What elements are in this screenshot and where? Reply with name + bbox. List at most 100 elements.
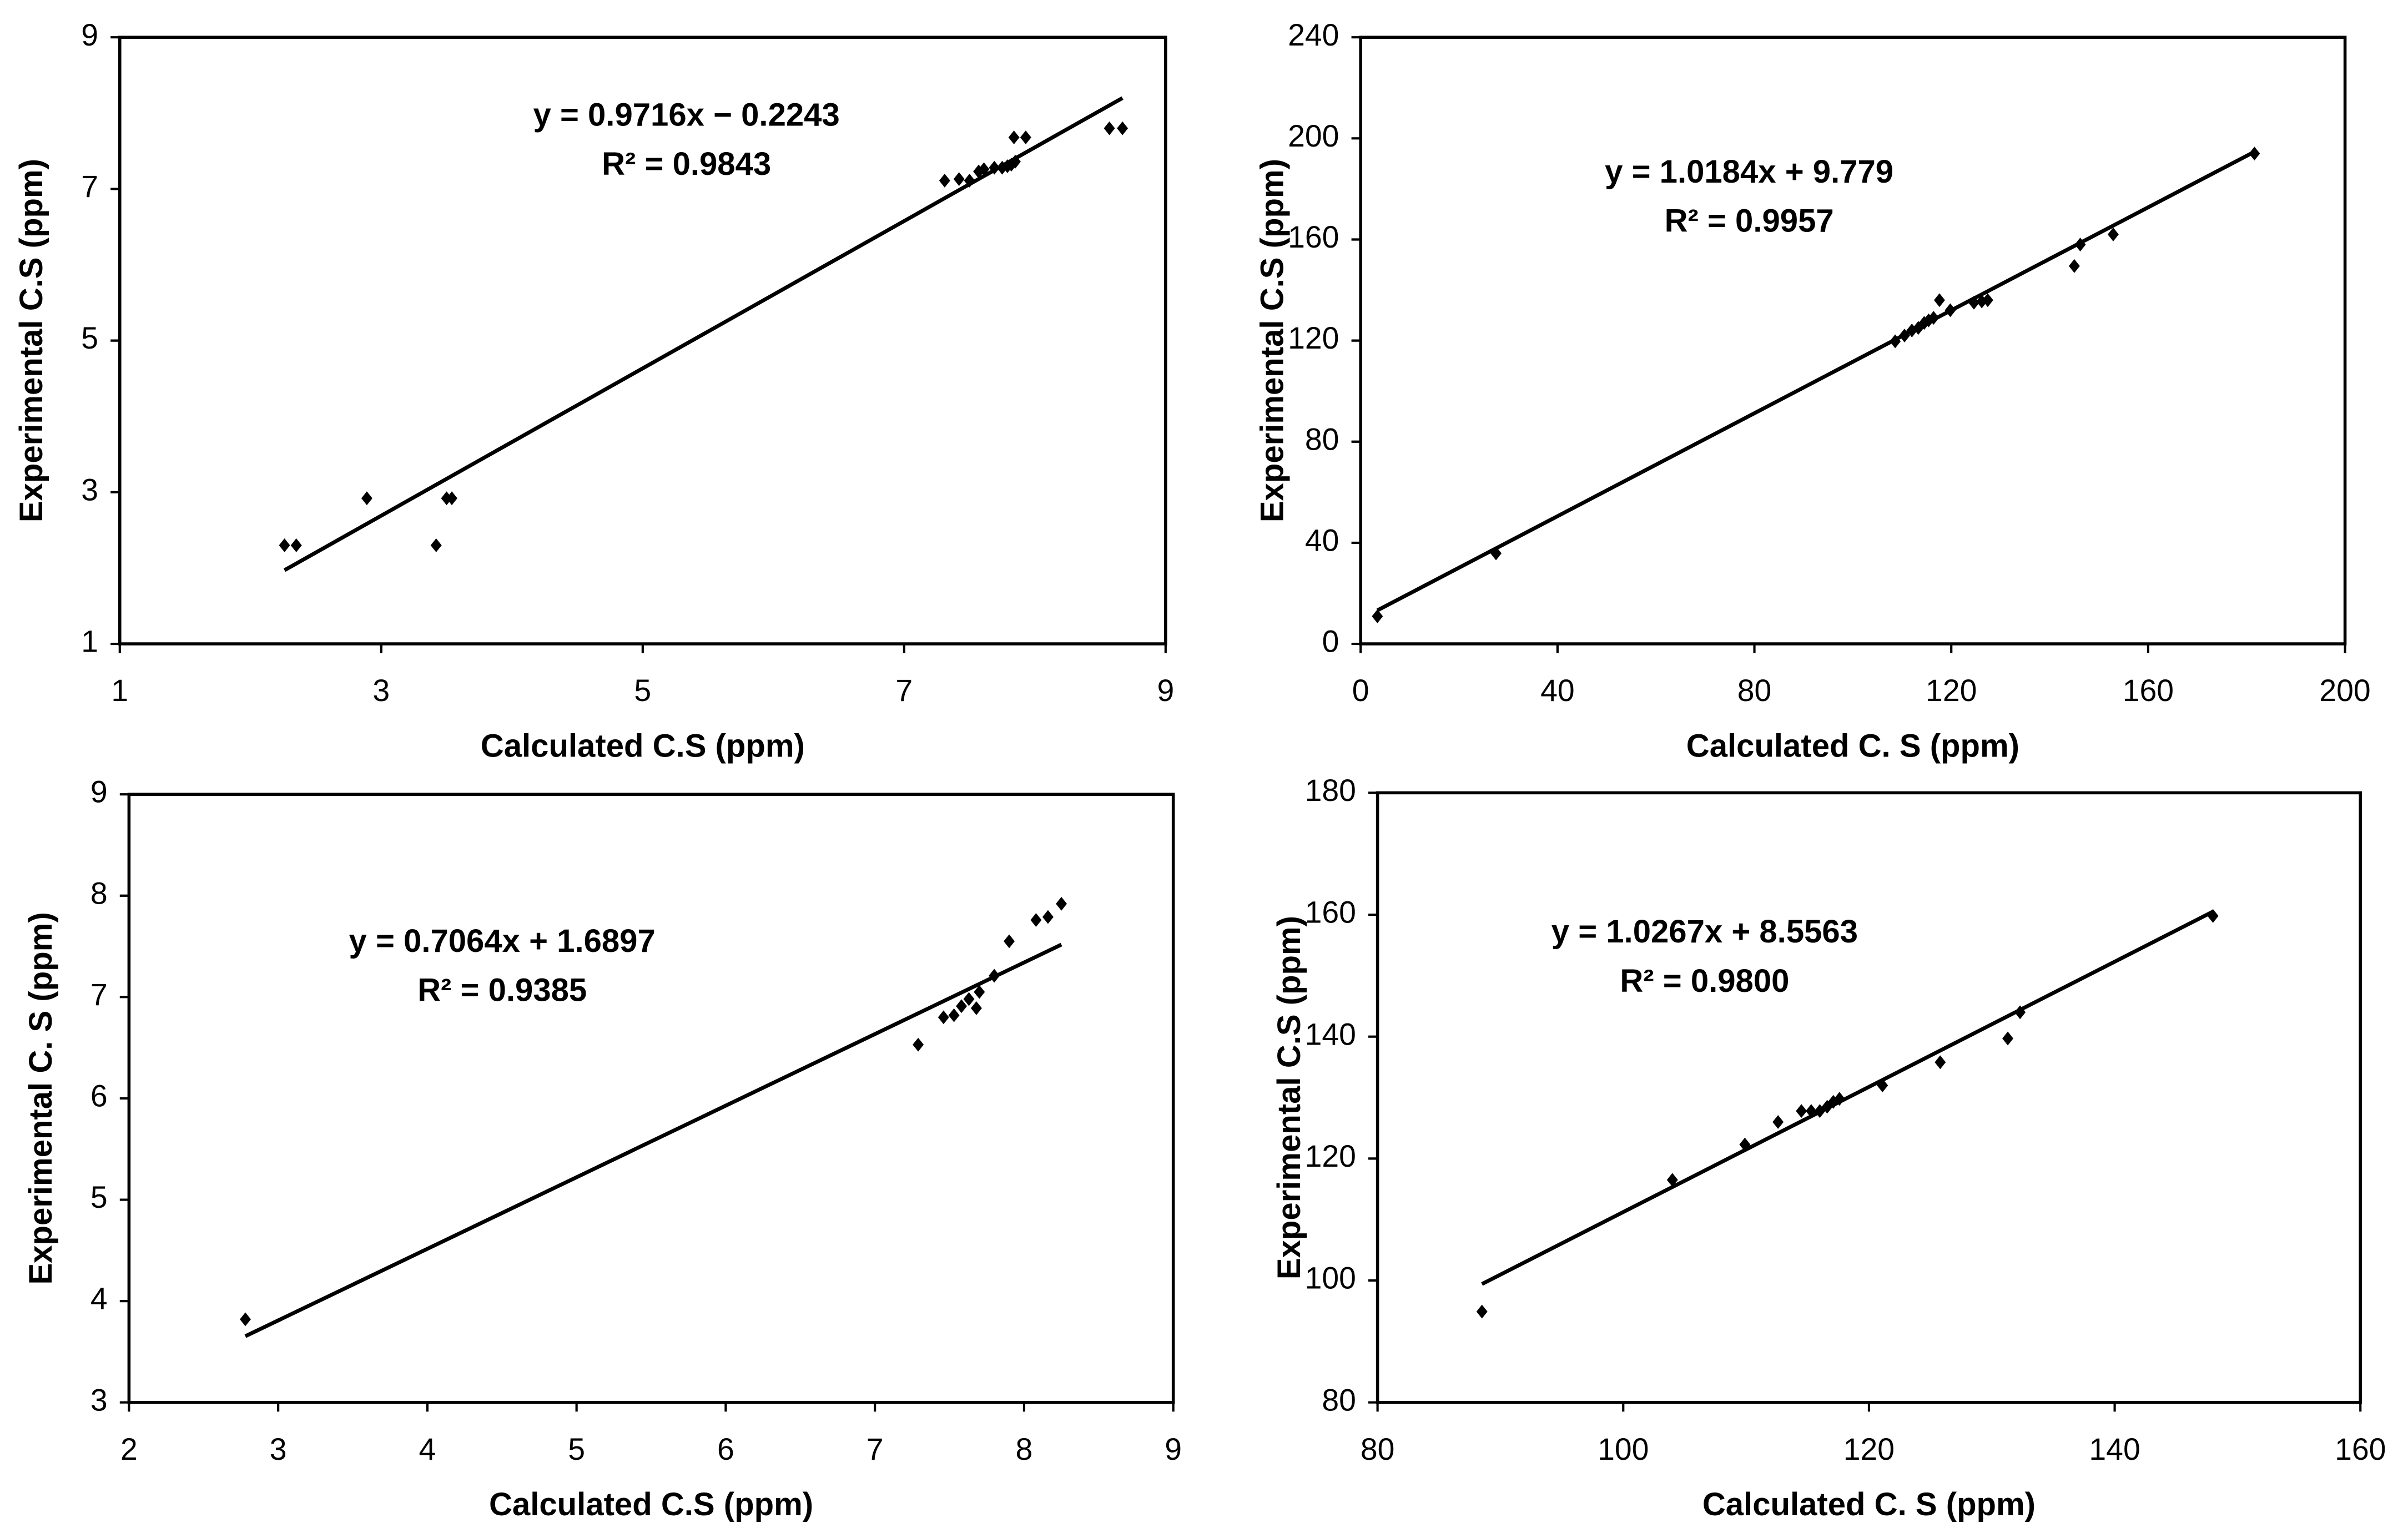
plot-frame — [1359, 36, 2347, 646]
data-point — [1476, 1304, 1488, 1319]
x-axis-title: Calculated C.S (ppm) — [489, 1486, 813, 1522]
data-point — [1005, 158, 1017, 172]
trendline-equation: y = 0.9716x − 0.2243 — [533, 97, 840, 133]
y-tick-label: 7 — [81, 169, 98, 204]
y-tick-label: 40 — [1305, 523, 1339, 557]
data-point — [1944, 303, 1956, 317]
y-tick-label: 9 — [81, 18, 98, 52]
data-point — [1833, 1092, 1845, 1106]
y-tick-label: 5 — [90, 1180, 108, 1214]
y-tick-label: 100 — [1305, 1261, 1356, 1295]
data-point — [1968, 295, 1979, 310]
y-tick-label: 4 — [90, 1282, 108, 1316]
data-point — [1933, 293, 1945, 307]
data-point — [2014, 1005, 2026, 1020]
r-squared: R² = 0.9385 — [417, 972, 587, 1008]
x-tick-label: 9 — [1165, 1432, 1182, 1466]
data-point — [1890, 334, 1901, 349]
x-tick-label: 3 — [372, 673, 390, 708]
y-tick-label: 200 — [1288, 119, 1339, 153]
data-point — [939, 173, 950, 188]
x-tick-label: 7 — [895, 673, 913, 708]
x-tick-label: 5 — [634, 673, 651, 708]
y-tick-label: 180 — [1305, 773, 1356, 808]
x-tick-label: 2 — [120, 1432, 138, 1466]
chart-panel: 80 100 120 140 160 80 100 120 140 160 180 Calculate… — [1271, 773, 2386, 1522]
x-tick-label: 160 — [2123, 673, 2174, 708]
plot-frame — [127, 793, 1175, 1404]
data-point — [963, 992, 975, 1006]
data-point — [1490, 546, 1502, 561]
data-point — [1372, 609, 1383, 623]
y-tick-label: 9 — [90, 775, 108, 809]
data-point — [1805, 1104, 1817, 1118]
y-tick-label: 1 — [81, 624, 98, 659]
data-point — [953, 172, 965, 186]
data-point — [1877, 1078, 1888, 1093]
data-point — [1814, 1104, 1826, 1118]
data-point — [361, 491, 372, 506]
r-squared: R² = 0.9800 — [1620, 963, 1789, 999]
y-tick-label: 6 — [90, 1079, 108, 1113]
x-tick-label: 1 — [111, 673, 128, 708]
data-point — [1042, 910, 1054, 924]
data-point — [1004, 934, 1015, 949]
x-tick-label: 80 — [1737, 673, 1772, 708]
chart-panel: 1 3 5 7 9 1 3 5 7 9 Calculated C.S (ppm) Experiment… — [13, 18, 1174, 764]
y-tick-label: 8 — [90, 876, 108, 910]
data-point — [240, 1312, 251, 1327]
y-tick-label: 120 — [1288, 321, 1339, 355]
data-point — [989, 969, 1000, 983]
x-tick-label: 5 — [568, 1432, 585, 1466]
data-point — [290, 538, 302, 552]
data-point — [1772, 1115, 1784, 1129]
data-point — [948, 1008, 960, 1022]
chart-panel: 0 40 80 120 160 200 0 40 80 120 160 200 240 Calculate… — [1255, 18, 2371, 764]
data-point — [1010, 154, 1021, 169]
x-axis-title: Calculated C. S (ppm) — [1686, 728, 2019, 764]
y-tick-label: 3 — [90, 1383, 108, 1417]
y-tick-label: 160 — [1288, 220, 1339, 254]
x-tick-label: 4 — [419, 1432, 436, 1466]
x-tick-label: 160 — [2335, 1432, 2386, 1466]
data-point — [956, 999, 967, 1013]
data-point — [974, 985, 985, 999]
data-point — [1928, 311, 1940, 325]
data-point — [913, 1037, 924, 1052]
x-tick-label: 0 — [1352, 673, 1369, 708]
y-axis-title: Experimental C.S (ppm) — [1271, 916, 1307, 1279]
y-axis-title: Experimental C.S (ppm) — [13, 159, 49, 522]
x-tick-label: 7 — [867, 1432, 884, 1466]
y-tick-label: 240 — [1288, 18, 1339, 52]
data-point — [2074, 238, 2086, 252]
data-point — [1020, 130, 1031, 144]
x-tick-label: 200 — [2319, 673, 2370, 708]
x-tick-label: 6 — [717, 1432, 734, 1466]
y-tick-label: 80 — [1322, 1383, 1356, 1417]
data-point — [1117, 121, 1129, 135]
x-tick-label: 120 — [1843, 1432, 1895, 1466]
y-axis-title: Experimental C. S (ppm) — [23, 912, 59, 1284]
data-point — [978, 162, 990, 177]
y-tick-label: 140 — [1305, 1017, 1356, 1051]
data-point — [938, 1010, 949, 1025]
data-point — [2207, 909, 2219, 923]
data-point — [2249, 147, 2260, 161]
data-point — [279, 538, 290, 552]
x-tick-label: 3 — [270, 1432, 287, 1466]
x-tick-label: 100 — [1598, 1432, 1649, 1466]
data-point — [1982, 293, 1993, 307]
data-point — [1056, 896, 1067, 911]
data-point — [1796, 1104, 1807, 1118]
trendline-equation: y = 1.0184x + 9.779 — [1605, 154, 1893, 190]
plot-frame — [1376, 791, 2362, 1404]
trendline — [1376, 150, 2256, 612]
y-tick-label: 120 — [1305, 1139, 1356, 1173]
x-tick-label: 9 — [1157, 673, 1174, 708]
y-tick-label: 160 — [1305, 895, 1356, 930]
y-tick-label: 7 — [90, 977, 108, 1012]
x-tick-label: 140 — [2089, 1432, 2140, 1466]
data-point — [1104, 121, 1115, 135]
data-point — [430, 538, 442, 552]
